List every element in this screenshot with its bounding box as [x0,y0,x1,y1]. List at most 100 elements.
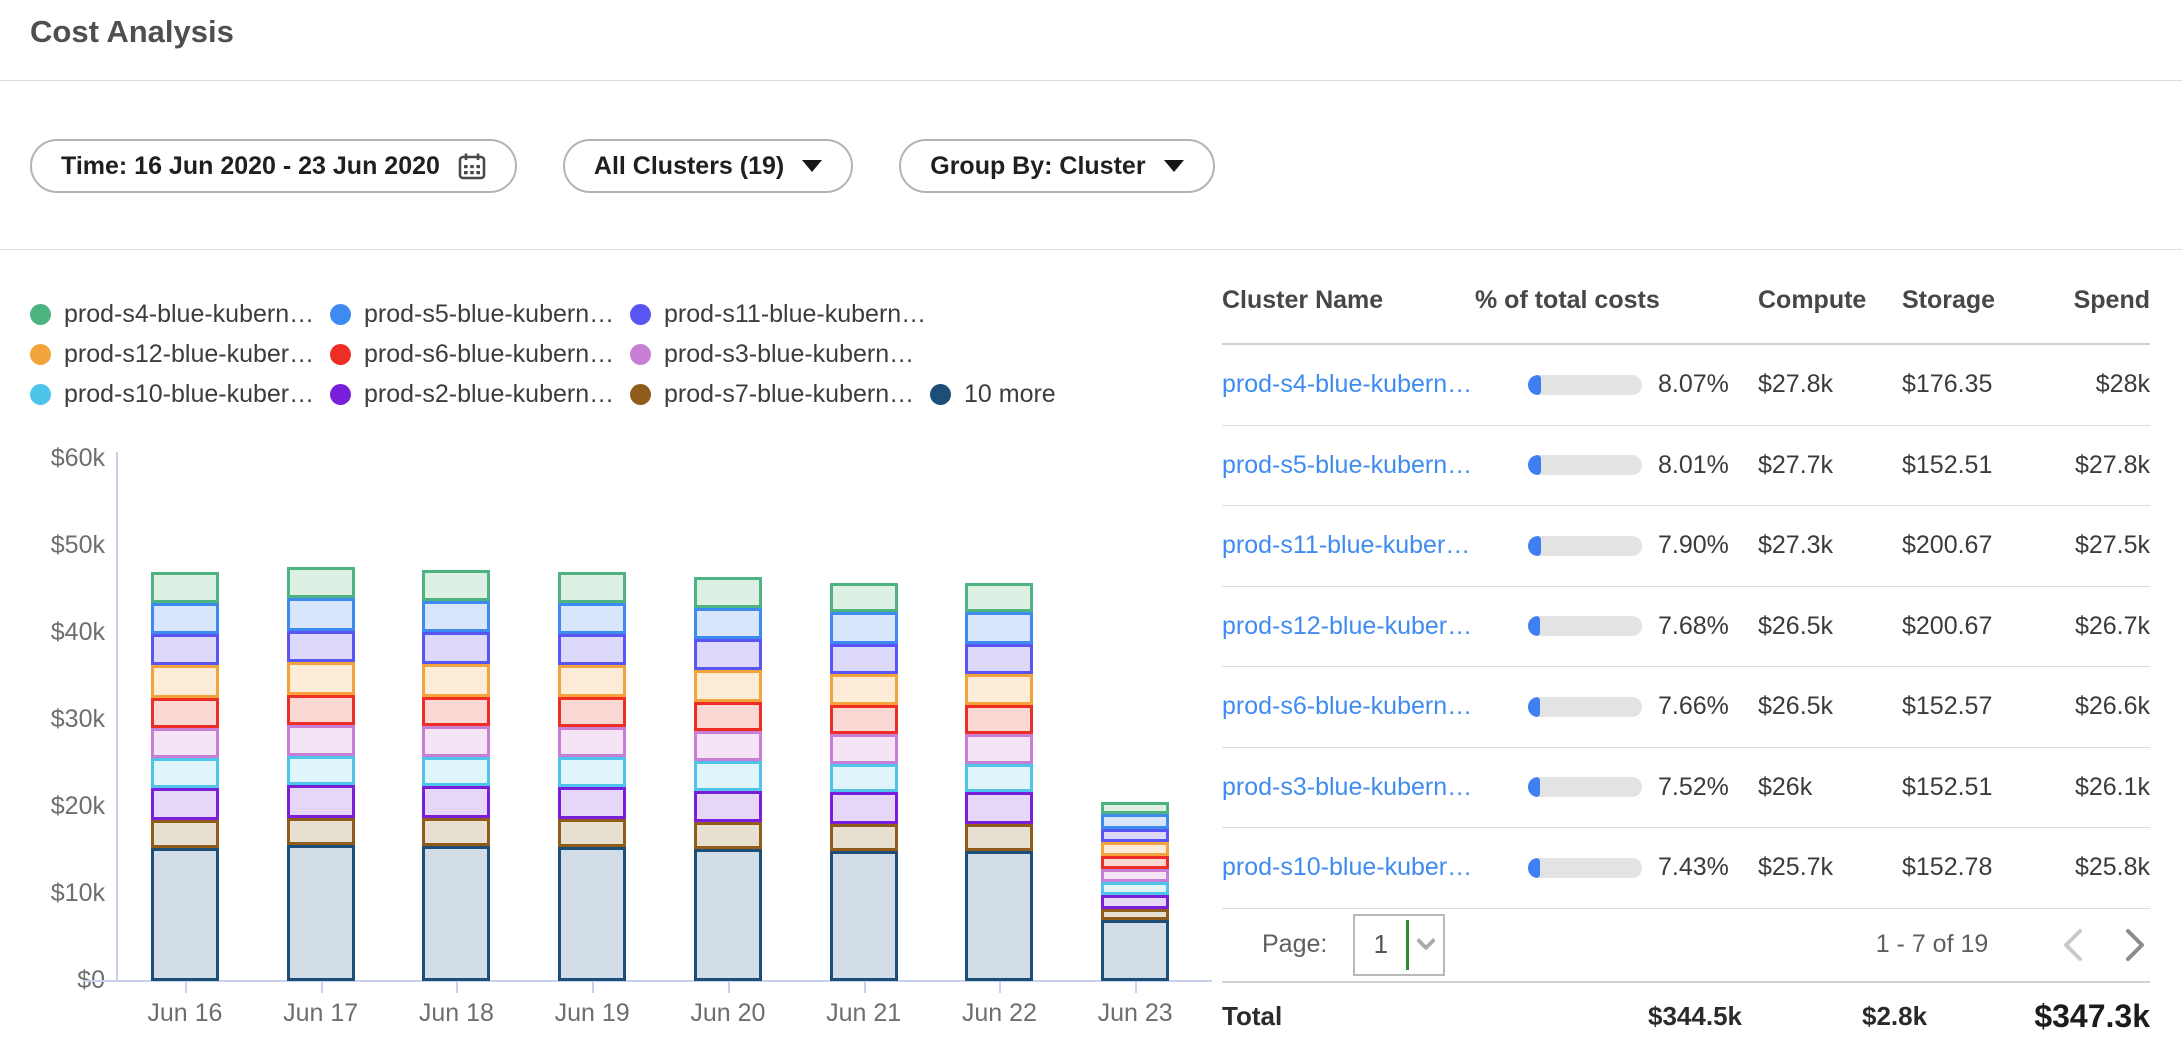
bar-segment[interactable] [150,572,219,603]
bar-segment[interactable] [150,665,219,699]
bar-segment[interactable] [422,600,491,633]
bar-segment[interactable] [693,639,762,670]
bar-segment[interactable] [829,673,898,706]
bar-segment[interactable] [1101,842,1170,856]
bar-segment[interactable] [286,598,355,631]
bar-segment[interactable] [965,582,1034,613]
cluster-name-link[interactable]: prod-s10-blue-kuber… [1222,853,1473,882]
bar-segment[interactable] [693,669,762,702]
bar-segment[interactable] [829,705,898,734]
bar-segment[interactable] [1101,894,1170,909]
bar-segment[interactable] [150,847,219,981]
bar-segment[interactable] [286,785,355,818]
legend-item[interactable]: prod-s5-blue-kubern… [330,300,630,329]
bar-segment[interactable] [693,607,762,640]
bar-segment[interactable] [286,725,355,756]
bar-segment[interactable] [693,760,762,791]
bar-segment[interactable] [558,819,627,847]
bar-segment[interactable] [286,817,355,846]
bar-segment[interactable] [829,792,898,824]
bar-segment[interactable] [693,848,762,981]
previous-page-icon[interactable] [2060,927,2086,963]
page-select[interactable]: 1 [1353,913,1446,976]
bar-segment[interactable] [965,705,1034,734]
bar-segment[interactable] [150,787,219,821]
legend-item[interactable]: prod-s11-blue-kubern… [630,300,926,329]
bar-segment[interactable] [693,577,762,608]
bar-segment[interactable] [558,665,627,698]
bar-segment[interactable] [1101,802,1170,815]
legend-item[interactable]: 10 more [930,380,1056,409]
legend-item[interactable]: prod-s6-blue-kubern… [330,340,630,369]
legend-item[interactable]: prod-s12-blue-kuber… [30,340,330,369]
bar-segment[interactable] [558,757,627,788]
legend-item[interactable]: prod-s2-blue-kubern… [330,380,630,409]
bar-segment[interactable] [558,602,627,634]
bar-segment[interactable] [422,696,491,727]
legend-item[interactable]: prod-s7-blue-kubern… [630,380,930,409]
bar-segment[interactable] [693,701,762,732]
bar-segment[interactable] [422,726,491,757]
bar-segment[interactable] [829,733,898,764]
bar-segment[interactable] [150,820,219,848]
legend-item[interactable]: prod-s10-blue-kuber… [30,380,330,409]
bar-segment[interactable] [965,612,1034,644]
bar-segment[interactable] [150,727,219,759]
bar-segment[interactable] [1101,829,1170,843]
bar-segment[interactable] [1101,920,1170,981]
bar-segment[interactable] [829,582,898,613]
bar-segment[interactable] [1101,855,1170,869]
clusters-filter-dropdown[interactable]: All Clusters (19) [562,139,854,193]
bar-segment[interactable] [1101,881,1170,895]
cluster-name-link[interactable]: prod-s12-blue-kuber… [1222,611,1473,640]
cluster-name-link[interactable]: prod-s6-blue-kubern… [1222,692,1473,721]
time-filter-button[interactable]: Time: 16 Jun 2020 - 23 Jun 2020 [30,139,517,193]
bar-segment[interactable] [422,569,491,601]
bar-segment[interactable] [829,763,898,793]
bar-segment[interactable] [965,643,1034,674]
bar-segment[interactable] [422,786,491,819]
bar-segment[interactable] [422,756,491,787]
bar-segment[interactable] [965,850,1034,981]
bar-segment[interactable] [422,663,491,697]
bar-segment[interactable] [965,792,1034,824]
bar-segment[interactable] [965,763,1034,793]
bar-segment[interactable] [829,823,898,851]
bar-segment[interactable] [422,632,491,664]
bar-segment[interactable] [558,697,627,728]
bar-segment[interactable] [693,790,762,822]
group-by-dropdown[interactable]: Group By: Cluster [899,139,1215,193]
cluster-name-link[interactable]: prod-s11-blue-kuber… [1222,531,1471,560]
bar-segment[interactable] [965,733,1034,764]
legend-item[interactable]: prod-s3-blue-kubern… [630,340,914,369]
bar-segment[interactable] [286,845,355,981]
bar-segment[interactable] [286,630,355,662]
bar-segment[interactable] [558,727,627,758]
bar-segment[interactable] [1101,868,1170,882]
bar-segment[interactable] [693,821,762,849]
bar-segment[interactable] [558,787,627,820]
legend-item[interactable]: prod-s4-blue-kubern… [30,300,330,329]
bar-segment[interactable] [422,846,491,981]
next-page-icon[interactable] [2122,927,2148,963]
bar-segment[interactable] [965,823,1034,851]
bar-segment[interactable] [150,758,219,788]
bar-segment[interactable] [1101,908,1170,921]
bar-segment[interactable] [150,602,219,634]
bar-segment[interactable] [286,661,355,695]
bar-segment[interactable] [829,850,898,981]
bar-segment[interactable] [286,694,355,726]
bar-segment[interactable] [286,567,355,599]
cluster-name-link[interactable]: prod-s4-blue-kubern… [1222,370,1473,399]
bar-segment[interactable] [1101,814,1170,830]
bar-segment[interactable] [558,572,627,603]
bar-segment[interactable] [558,633,627,666]
bar-segment[interactable] [829,643,898,674]
cluster-name-link[interactable]: prod-s3-blue-kubern… [1222,772,1473,801]
bar-segment[interactable] [558,847,627,981]
bar-segment[interactable] [693,731,762,761]
bar-segment[interactable] [286,755,355,786]
bar-segment[interactable] [965,673,1034,706]
bar-segment[interactable] [150,633,219,666]
cluster-name-link[interactable]: prod-s5-blue-kubern… [1222,450,1473,479]
